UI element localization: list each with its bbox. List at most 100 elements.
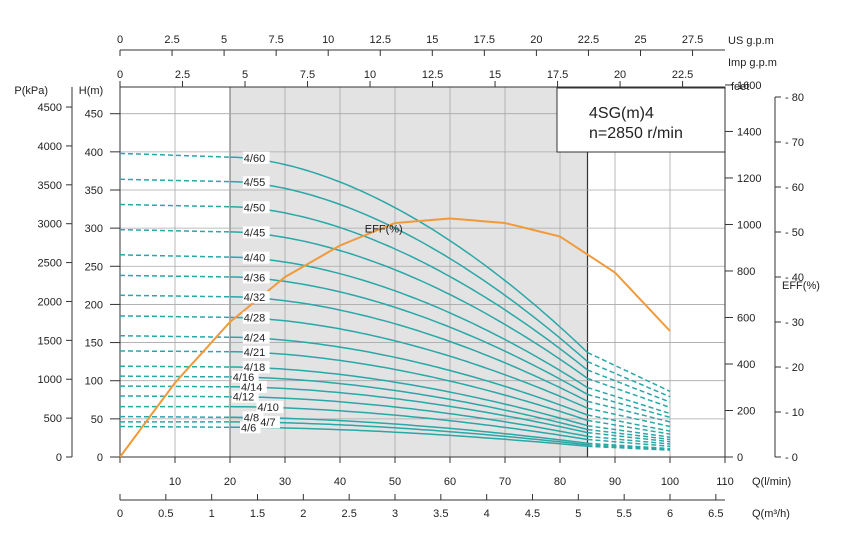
q-lmin-unit: Q(l/min): [752, 476, 791, 488]
imp-gpm-tick-label: 0: [117, 69, 123, 81]
head-tick-label: 0: [97, 452, 103, 464]
head-curve-high-flow: [587, 414, 671, 432]
head-unit: H(m): [79, 85, 103, 97]
head-tick-label: 400: [85, 147, 103, 159]
q-m3h-tick-label: 0.5: [158, 508, 173, 520]
head-curve-low-flow: [119, 365, 231, 368]
head-tick-label: 50: [91, 414, 103, 426]
curve-label-bg: [256, 401, 284, 413]
head-curve-high-flow: [587, 444, 671, 451]
feet-tick-label: 800: [737, 266, 755, 278]
head-curve-high-flow: [587, 438, 671, 448]
model-title: 4SG(m)4: [589, 105, 654, 122]
q-lmin-tick-label: 110: [716, 476, 734, 488]
head-curve: [229, 231, 588, 380]
curve-label: 4/55: [244, 177, 265, 189]
head-curve-high-flow: [587, 442, 671, 450]
feet-tick-label: 200: [737, 405, 755, 417]
head-curve-high-flow: [587, 445, 671, 451]
feet-tick-label: 1000: [737, 219, 761, 231]
pressure-tick-label: 3000: [38, 219, 62, 231]
head-curve-high-flow: [587, 386, 671, 415]
curve-label: 4/45: [244, 227, 265, 239]
q-m3h-tick-label: 1: [209, 508, 215, 520]
q-m3h-tick-label: 4: [484, 508, 490, 520]
imp-gpm-tick-label: 5: [242, 69, 248, 81]
eff-tick-label: - 0: [785, 452, 798, 464]
curve-label: 4/21: [244, 347, 265, 359]
head-tick-label: 200: [85, 299, 103, 311]
curve-label: 4/6: [241, 422, 256, 434]
us-gpm-tick-label: 7.5: [268, 34, 283, 46]
head-curves: [119, 152, 671, 451]
imp-gpm-tick-label: 7.5: [300, 69, 315, 81]
pressure-tick-label: 1000: [38, 374, 62, 386]
efficiency-label: EFF(%): [365, 223, 403, 235]
eff-unit: EFF(%): [782, 280, 820, 292]
eff-tick-label: - 80: [785, 92, 804, 104]
feet-tick-label: 1400: [737, 126, 761, 138]
curve-label-bg: [231, 390, 259, 403]
curve-labels: 4/60 4/55 4/50 4/45 4/40 4/36 4/32 4/28 4/24 4/21…: [231, 151, 284, 434]
curve-label-bg: [242, 151, 270, 164]
head-curve-low-flow: [119, 334, 231, 338]
curve-label: 4/28: [244, 313, 265, 325]
efficiency-curve: EFF(%): [119, 217, 671, 458]
efficiency-line: [119, 217, 671, 458]
q-m3h-unit: Q(m³/h): [752, 508, 790, 520]
curve-label-bg: [242, 176, 270, 189]
imp-gpm-tick-label: 15: [489, 69, 501, 81]
recommended-range-shading: [230, 87, 588, 457]
head-curve-high-flow: [587, 393, 671, 419]
us-gpm-tick-label: 10: [322, 34, 334, 46]
q-m3h-tick-label: 5.5: [617, 508, 632, 520]
head-curve-low-flow: [119, 425, 230, 428]
us-gpm-tick-label: 12.5: [370, 34, 391, 46]
head-curve: [230, 376, 588, 431]
head-tick-label: 350: [85, 185, 103, 197]
eff-tick-label: - 40: [785, 272, 804, 284]
curve-label: 4/40: [244, 253, 265, 265]
feet-tick-label: 0: [737, 452, 743, 464]
curve-label-bg: [242, 331, 270, 344]
head-curve-high-flow: [587, 377, 671, 409]
head-curve-low-flow: [120, 350, 231, 353]
feet-tick-label: 1200: [737, 173, 761, 185]
feet-tick-label: 600: [737, 312, 755, 324]
curve-label-bg: [231, 370, 259, 383]
q-lmin-tick-label: 80: [554, 476, 566, 488]
imp-gpm-tick-label: 17.5: [547, 69, 568, 81]
q-lmin-tick-label: 90: [609, 476, 621, 488]
pressure-tick-label: 2500: [38, 258, 62, 270]
curve-label-bg: [240, 380, 267, 393]
curve-label-bg: [242, 346, 270, 358]
eff-tick-label: - 20: [785, 362, 804, 374]
us-gpm-tick-label: 20: [530, 34, 542, 46]
head-curve-low-flow: [119, 315, 231, 319]
head-curve: [229, 296, 588, 402]
q-lmin-tick-label: 10: [169, 476, 181, 488]
q-lmin-tick-label: 70: [499, 476, 511, 488]
head-curve-high-flow: [587, 400, 671, 423]
head-tick-label: 300: [85, 223, 103, 235]
head-curve-low-flow: [119, 152, 231, 158]
feet-tick-label: 1600: [737, 80, 761, 92]
head-curve: [229, 395, 588, 438]
curve-label-bg: [240, 421, 261, 434]
head-curve-low-flow: [119, 203, 231, 208]
q-m3h-tick-label: 1.5: [250, 508, 265, 520]
us-gpm-unit: US g.p.m: [728, 35, 774, 47]
head-curve: [229, 256, 588, 389]
q-m3h-tick-label: 2.5: [342, 508, 357, 520]
us-gpm-tick-label: 25: [634, 34, 646, 46]
curve-label: 4/10: [258, 402, 279, 414]
pressure-tick-label: 1500: [38, 335, 62, 347]
head-curve: [230, 386, 588, 434]
head-curve: [229, 350, 588, 422]
imp-gpm-tick-label: 12.5: [422, 69, 443, 81]
head-curve-high-flow: [587, 369, 671, 403]
head-curve-high-flow: [587, 419, 671, 435]
head-tick-label: 100: [85, 376, 103, 388]
q-lmin-tick-label: 40: [334, 476, 346, 488]
head-curve-low-flow: [119, 274, 231, 278]
